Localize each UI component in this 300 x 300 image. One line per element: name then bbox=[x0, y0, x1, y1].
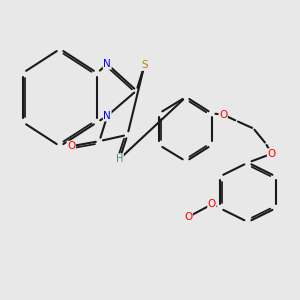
Text: O: O bbox=[208, 199, 216, 209]
Text: S: S bbox=[141, 60, 148, 70]
Text: O: O bbox=[267, 149, 276, 159]
Text: N: N bbox=[103, 59, 111, 69]
Text: N: N bbox=[103, 111, 111, 121]
Text: O: O bbox=[67, 141, 75, 151]
Text: O: O bbox=[184, 212, 192, 222]
Text: H: H bbox=[116, 154, 123, 164]
Text: O: O bbox=[219, 110, 227, 120]
